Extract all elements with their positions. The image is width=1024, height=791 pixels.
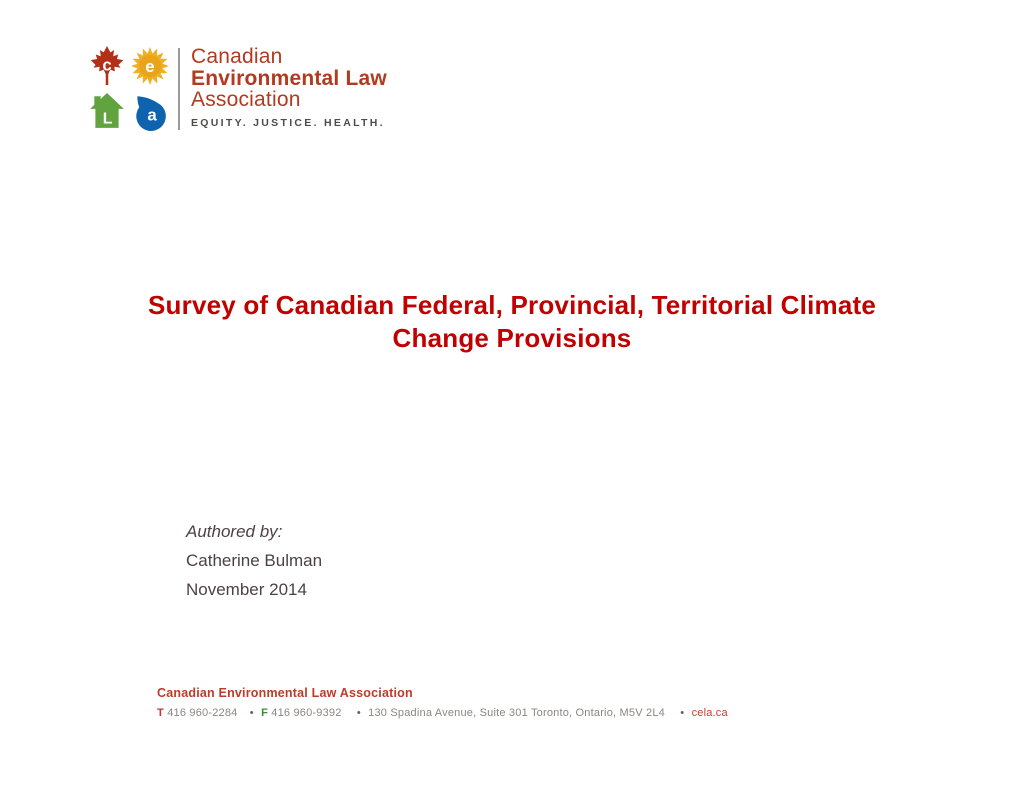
sun-letter: e [145, 57, 154, 76]
author-name: Catherine Bulman [186, 551, 323, 570]
document-title: Survey of Canadian Federal, Provincial, … [0, 289, 1024, 355]
title-line-1: Survey of Canadian Federal, Provincial, … [148, 290, 876, 320]
house-icon: L [90, 93, 124, 128]
cela-logo: c e L a Canadian Environmental Law As [88, 46, 387, 131]
logo-icon-grid: c e L a [88, 46, 169, 131]
brand-line-1: Canadian [191, 45, 283, 68]
house-letter: L [103, 111, 113, 128]
footer-org-name: Canadian Environmental Law Association [157, 686, 413, 700]
footer-contact-line: T 416 960-2284 • F 416 960-9392 • 130 Sp… [157, 707, 728, 719]
brand-line-3: Association [191, 88, 301, 111]
phone-number: 416 960-2284 [167, 707, 238, 719]
leaf-letter: c [102, 56, 111, 75]
fax-label: F [261, 707, 268, 719]
title-line-2: Change Provisions [392, 323, 632, 353]
brand-line-2: Environmental Law [191, 66, 387, 90]
maple-leaf-icon: c [90, 46, 124, 85]
brand-tagline: EQUITY. JUSTICE. HEALTH. [191, 116, 385, 129]
logo-wordmark: Canadian Environmental Law Association E… [191, 46, 387, 129]
page-footer: Canadian Environmental Law Association T… [157, 686, 728, 719]
drop-letter: a [147, 106, 157, 125]
authored-by-label: Authored by: [186, 522, 283, 541]
separator-bullet: • [249, 707, 254, 719]
website-link[interactable]: cela.ca [691, 707, 728, 719]
separator-bullet: • [356, 707, 361, 719]
street-address: 130 Spadina Avenue, Suite 301 Toronto, O… [368, 707, 665, 719]
fax-number: 416 960-9392 [271, 707, 342, 719]
water-drop-icon: a [136, 96, 166, 131]
phone-label: T [157, 707, 164, 719]
publication-date: November 2014 [186, 580, 307, 599]
separator-bullet: • [680, 707, 685, 719]
logo-divider [178, 48, 180, 130]
sun-icon: e [131, 47, 169, 85]
author-block: Authored by: Catherine Bulman November 2… [186, 517, 322, 604]
